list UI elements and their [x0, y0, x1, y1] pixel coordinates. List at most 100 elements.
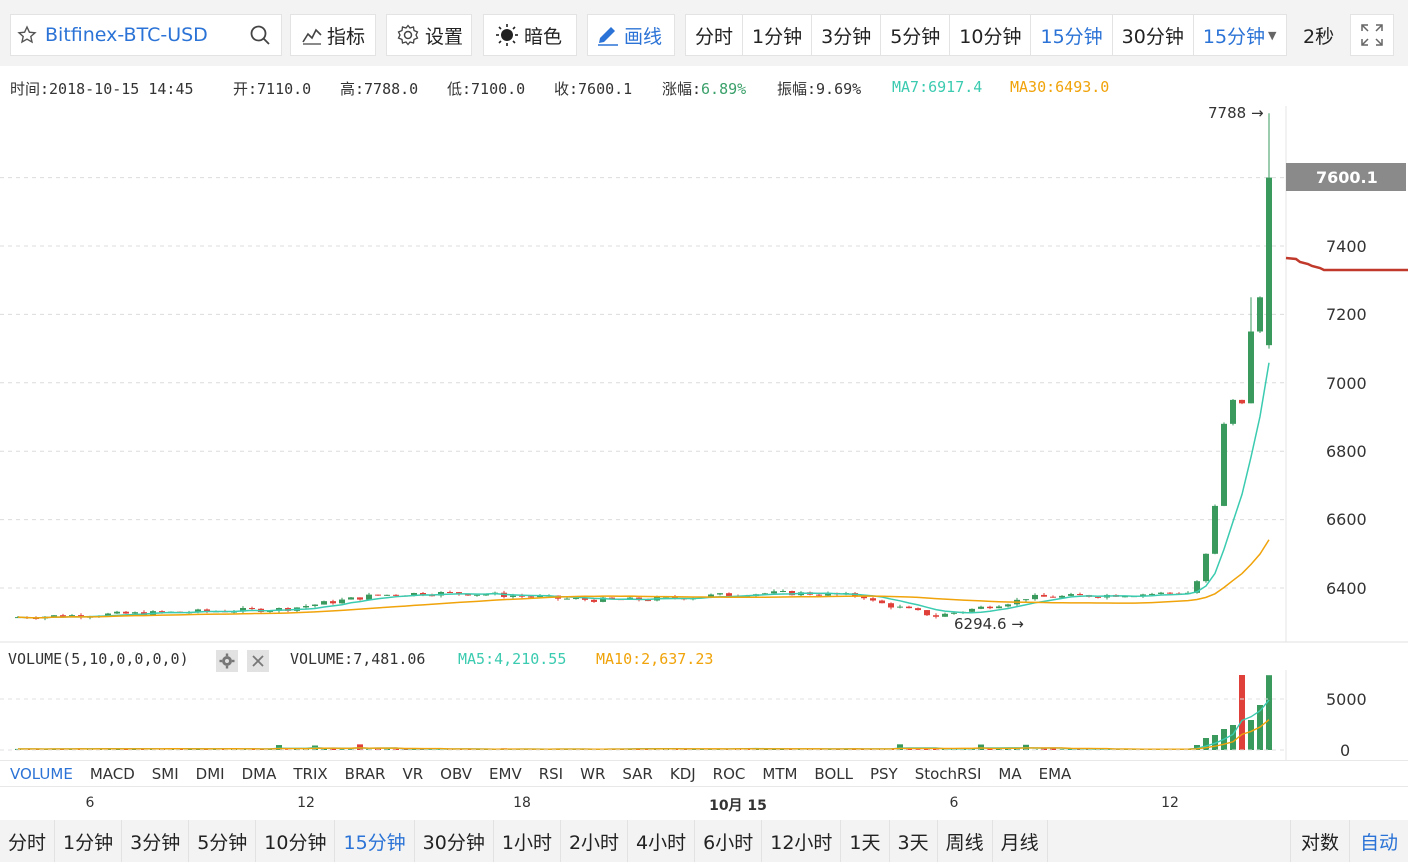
theme-label: 暗色 — [524, 25, 563, 48]
indicator-tab-vr[interactable]: VR — [402, 765, 424, 783]
bottom-period-tab[interactable]: 1小时 — [494, 820, 561, 862]
draw-button[interactable]: 画线 — [587, 14, 675, 56]
indicator-tab-boll[interactable]: BOLL — [814, 765, 853, 783]
candle-body — [780, 590, 786, 592]
candle-body — [1095, 596, 1101, 598]
bottom-period-tab[interactable]: 3天 — [890, 820, 938, 862]
price-axis: 7400 7200 7000 6800 6600 6400 7600.1 — [1285, 106, 1408, 642]
candle-body — [474, 594, 480, 596]
indicator-tab-dma[interactable]: DMA — [241, 765, 277, 783]
indicator-tab-ma[interactable]: MA — [998, 765, 1022, 783]
volume-bar — [906, 748, 912, 750]
indicator-tab-macd[interactable]: MACD — [89, 765, 135, 783]
indicator-tab-smi[interactable]: SMI — [151, 765, 179, 783]
time-tick-label: 6 — [949, 795, 959, 811]
dark-theme-button[interactable]: 暗色 — [483, 14, 577, 56]
fullscreen-button[interactable] — [1350, 14, 1394, 56]
indicator-tab-trix[interactable]: TRIX — [293, 765, 328, 783]
volume-indicator-name: VOLUME(5,10,0,0,0,0) — [8, 650, 189, 668]
candle-body — [312, 604, 318, 606]
bottom-period-tab[interactable]: 月线 — [993, 820, 1048, 862]
period-tab[interactable]: 1分钟 — [743, 15, 813, 55]
indicator-tab-obv[interactable]: OBV — [440, 765, 473, 783]
bottom-period-tab[interactable]: 5分钟 — [189, 820, 257, 862]
indicator-tab-wr[interactable]: WR — [580, 765, 606, 783]
kline-chart[interactable]: 7400 7200 7000 6800 6600 6400 7600.1 778… — [0, 0, 1408, 760]
info-ma7: MA7:6917.4 — [892, 78, 983, 96]
candle-body — [159, 611, 165, 613]
period-tab[interactable]: 5分钟 — [881, 15, 951, 55]
bottom-period-tab[interactable]: 6小时 — [695, 820, 763, 862]
candle-body — [1059, 595, 1065, 598]
indicator-tab-brar[interactable]: BRAR — [344, 765, 386, 783]
settings-button[interactable]: 设置 — [386, 14, 472, 56]
volume-ma5: MA5:4,210.55 — [458, 650, 567, 668]
indicator-tab-ema[interactable]: EMA — [1038, 765, 1072, 783]
price-tick-label: 7000 — [1326, 374, 1367, 393]
settings-label: 设置 — [425, 25, 464, 48]
indicator-tab-volume[interactable]: VOLUME — [10, 765, 73, 783]
period-tab[interactable]: 分时 — [686, 15, 744, 55]
candle-body — [132, 612, 138, 614]
volume-settings-button[interactable] — [216, 650, 238, 672]
volume-bar — [348, 749, 354, 750]
indicator-tab-roc[interactable]: ROC — [712, 765, 746, 783]
period-tab[interactable]: 10分钟 — [950, 15, 1032, 55]
volume-value: VOLUME:7,481.06 — [290, 650, 426, 668]
bottom-period-tab[interactable]: 周线 — [938, 820, 993, 862]
indicator-tab-emv[interactable]: EMV — [489, 765, 522, 783]
volume-bar — [330, 748, 336, 750]
indicator-tab-dmi[interactable]: DMI — [195, 765, 225, 783]
bottom-period-tab[interactable]: 分时 — [0, 820, 56, 862]
period-tab[interactable]: 3分钟 — [812, 15, 882, 55]
indicator-tab-kdj[interactable]: KDJ — [669, 765, 696, 783]
bottom-period-tab[interactable]: 1分钟 — [55, 820, 123, 862]
candle-body — [69, 615, 75, 617]
bottom-period-tab[interactable]: 4小时 — [628, 820, 696, 862]
symbol-search-box[interactable]: Bitfinex-BTC-USD — [10, 14, 282, 56]
candle-body — [609, 597, 615, 600]
indicator-tab-psy[interactable]: PSY — [869, 765, 898, 783]
volume-bar — [1041, 748, 1047, 750]
candle-body — [1167, 592, 1173, 594]
bottom-period-tab[interactable]: 10分钟 — [256, 820, 336, 862]
depth-line — [1285, 256, 1408, 272]
scale-options: 对数 自动 — [1289, 820, 1408, 862]
period-tab-active[interactable]: 15分钟 — [1031, 15, 1113, 55]
indicators-button[interactable]: 指标 — [290, 14, 376, 56]
candle-body — [1239, 399, 1245, 404]
candle-body — [645, 600, 651, 602]
volume-bar — [1014, 748, 1020, 750]
bottom-period-bar: 分时 1分钟 3分钟 5分钟 10分钟 15分钟 30分钟 1小时 2小时 4小时 6小时 12小时 1… — [0, 820, 1408, 862]
bottom-period-tab[interactable]: 2小时 — [561, 820, 629, 862]
star-icon[interactable] — [17, 25, 37, 45]
period-dropdown[interactable]: 15分钟 ▼ — [1194, 15, 1286, 55]
indicator-tab-sar[interactable]: SAR — [622, 765, 653, 783]
volume-bar — [375, 748, 381, 750]
refresh-interval[interactable]: 2秒 — [1303, 26, 1335, 48]
info-amplitude: 振幅:9.69% — [777, 80, 862, 98]
volume-close-button[interactable] — [247, 650, 269, 672]
volume-ma10-line — [17, 719, 1270, 750]
candle-body — [1068, 594, 1074, 596]
indicator-tab-rsi[interactable]: RSI — [538, 765, 564, 783]
volume-bar — [384, 748, 390, 750]
candle-body — [438, 591, 444, 596]
bottom-period-tab[interactable]: 3分钟 — [122, 820, 190, 862]
indicator-tab-stochrsi[interactable]: StochRSI — [914, 765, 982, 783]
volume-bar — [258, 749, 264, 750]
bottom-period-tab[interactable]: 12小时 — [762, 820, 842, 862]
volume-bar — [123, 749, 129, 750]
volume-bar — [1266, 675, 1272, 750]
search-icon[interactable] — [249, 24, 271, 46]
bottom-period-tab[interactable]: 1天 — [841, 820, 890, 862]
candle-body — [726, 593, 732, 596]
log-scale-button[interactable]: 对数 — [1289, 820, 1349, 862]
symbol-name[interactable]: Bitfinex-BTC-USD — [45, 24, 208, 46]
period-tab[interactable]: 30分钟 — [1113, 15, 1194, 55]
pencil-icon — [596, 24, 620, 46]
bottom-period-tab[interactable]: 30分钟 — [415, 820, 494, 862]
indicator-tab-mtm[interactable]: MTM — [762, 765, 798, 783]
bottom-period-tab[interactable]: 15分钟 — [335, 820, 415, 862]
auto-scale-button[interactable]: 自动 — [1348, 820, 1408, 862]
